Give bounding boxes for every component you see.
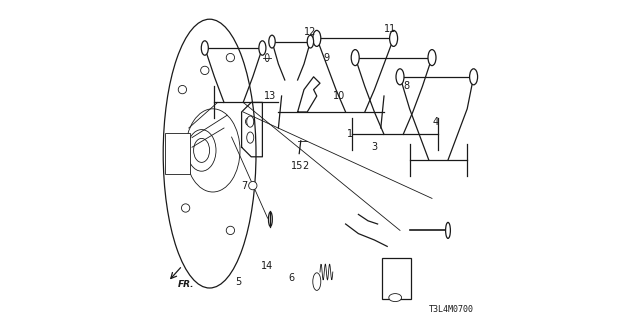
Text: 5: 5 bbox=[236, 276, 241, 287]
Text: 2: 2 bbox=[303, 161, 308, 172]
Text: T3L4M0700: T3L4M0700 bbox=[429, 305, 474, 314]
Ellipse shape bbox=[201, 41, 209, 55]
Ellipse shape bbox=[388, 294, 402, 301]
FancyBboxPatch shape bbox=[383, 258, 412, 299]
Text: 13: 13 bbox=[264, 91, 276, 101]
Ellipse shape bbox=[313, 273, 321, 291]
Ellipse shape bbox=[313, 30, 321, 46]
Text: 8: 8 bbox=[403, 81, 410, 92]
Ellipse shape bbox=[470, 69, 477, 85]
Ellipse shape bbox=[396, 69, 404, 85]
Circle shape bbox=[169, 140, 177, 148]
Circle shape bbox=[178, 85, 187, 94]
Text: 9: 9 bbox=[323, 52, 330, 63]
Ellipse shape bbox=[428, 50, 436, 66]
Ellipse shape bbox=[265, 54, 269, 62]
Ellipse shape bbox=[307, 35, 314, 48]
Circle shape bbox=[182, 204, 189, 212]
Text: 14: 14 bbox=[261, 260, 273, 271]
Text: 11: 11 bbox=[384, 24, 397, 34]
Ellipse shape bbox=[445, 222, 451, 238]
Circle shape bbox=[249, 181, 257, 190]
Ellipse shape bbox=[390, 30, 397, 46]
Circle shape bbox=[227, 53, 235, 62]
Circle shape bbox=[201, 66, 209, 75]
Text: 4: 4 bbox=[432, 116, 438, 127]
Ellipse shape bbox=[247, 116, 254, 127]
Ellipse shape bbox=[193, 139, 210, 163]
Text: 6: 6 bbox=[288, 273, 294, 284]
Ellipse shape bbox=[163, 19, 256, 288]
Ellipse shape bbox=[269, 35, 275, 48]
Circle shape bbox=[246, 117, 254, 126]
FancyBboxPatch shape bbox=[165, 133, 191, 174]
Text: 7: 7 bbox=[242, 180, 248, 191]
Text: 12: 12 bbox=[304, 27, 317, 37]
Text: 10: 10 bbox=[333, 91, 346, 101]
Ellipse shape bbox=[269, 212, 273, 227]
Ellipse shape bbox=[187, 130, 216, 171]
Ellipse shape bbox=[186, 109, 240, 192]
Ellipse shape bbox=[247, 132, 254, 143]
Text: 3: 3 bbox=[371, 142, 378, 152]
Ellipse shape bbox=[351, 50, 359, 66]
Text: FR.: FR. bbox=[178, 280, 194, 289]
Circle shape bbox=[227, 226, 235, 235]
Text: 1: 1 bbox=[348, 129, 353, 140]
Text: 15: 15 bbox=[291, 161, 304, 172]
Ellipse shape bbox=[259, 41, 266, 55]
